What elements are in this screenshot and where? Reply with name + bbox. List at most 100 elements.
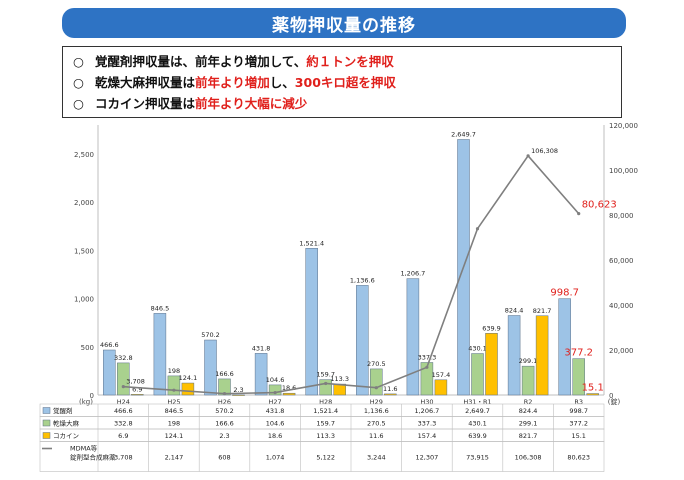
summary-highlight: 300キロ超を押収 bbox=[294, 75, 396, 90]
right-tick-label: 60,000 bbox=[609, 257, 634, 265]
bar-data-label: 332.8 bbox=[114, 354, 133, 362]
table-cell: 466.6 bbox=[114, 407, 133, 415]
x-tick-label: R3 bbox=[574, 398, 583, 406]
right-tick-label: 40,000 bbox=[609, 302, 634, 310]
summary-box: ○ 覚醒剤押収量は、前年より増加して、約１トンを押収 ○ 乾燥大麻押収量は前年より増… bbox=[62, 46, 622, 118]
summary-text: コカイン押収量は bbox=[95, 96, 196, 111]
table-cell: 2,649.7 bbox=[465, 407, 490, 415]
bar-data-label: 570.2 bbox=[201, 331, 220, 339]
mdma-line bbox=[123, 154, 580, 395]
summary-highlight: 約１トンを押収 bbox=[306, 54, 394, 69]
table-cell: 73,915 bbox=[466, 454, 489, 462]
table-cell: 198 bbox=[168, 420, 180, 428]
table-cell: 3,708 bbox=[114, 454, 133, 462]
cocaine-bar bbox=[232, 394, 245, 396]
stimulant-bar bbox=[507, 315, 521, 396]
page-title: 薬物押収量の推移 bbox=[62, 8, 626, 38]
cocaine-bar bbox=[282, 392, 296, 396]
table-cell: 157.4 bbox=[418, 432, 437, 440]
mdma-point bbox=[526, 154, 530, 158]
circle-bullet-icon: ○ bbox=[73, 54, 84, 69]
mdma-data-label: 106,308 bbox=[531, 147, 558, 155]
bar-data-label: 1,521.4 bbox=[299, 239, 324, 247]
legend-label: 乾燥大麻 bbox=[53, 419, 80, 428]
bar-data-label: 198 bbox=[168, 367, 180, 375]
table-row-mdma bbox=[39, 441, 605, 472]
bar-data-label: 337.3 bbox=[418, 353, 437, 361]
table-cell: 570.2 bbox=[215, 407, 234, 415]
table-cell: 998.7 bbox=[569, 407, 588, 415]
table-cell: 104.6 bbox=[266, 420, 285, 428]
table-cell: 113.3 bbox=[316, 432, 335, 440]
cocaine-bar bbox=[586, 393, 599, 396]
bar-data-label: 430.1 bbox=[468, 345, 487, 353]
stimulant-bar bbox=[204, 339, 217, 396]
table-cell: 608 bbox=[218, 454, 230, 462]
x-tick-label: H28 bbox=[319, 398, 332, 406]
summary-highlight: 前年より増加 bbox=[195, 75, 270, 90]
cannabis-bar bbox=[521, 365, 535, 396]
cocaine-bar bbox=[384, 393, 397, 396]
bar-data-label: 1,206.7 bbox=[400, 270, 425, 278]
left-tick-label: 1,500 bbox=[74, 247, 94, 255]
legend-label: 覚醒剤 bbox=[53, 406, 73, 415]
table-cell: 270.5 bbox=[367, 420, 386, 428]
legend-label: 錠剤型合成麻薬 bbox=[70, 453, 116, 462]
legend-label: MDMA等 bbox=[70, 444, 98, 453]
table-cell: 18.6 bbox=[268, 432, 282, 440]
bar-data-label: 1,136.6 bbox=[350, 276, 375, 284]
x-tick-label: H31・R1 bbox=[463, 398, 491, 406]
mdma-point bbox=[374, 386, 378, 390]
table-cell: 12,307 bbox=[416, 454, 439, 462]
cannabis-bar bbox=[370, 368, 383, 396]
bar-data-label: 159.7 bbox=[316, 371, 335, 379]
stimulant-bar bbox=[558, 298, 571, 396]
bar-data-label: 18.6 bbox=[282, 384, 296, 392]
bar-data-label: 157.4 bbox=[432, 371, 451, 379]
table-cell: 1,074 bbox=[266, 454, 285, 462]
x-tick-label: H27 bbox=[269, 398, 282, 406]
stimulant-bar bbox=[305, 248, 318, 396]
mdma-point bbox=[121, 385, 125, 389]
bar-data-label: 377.2 bbox=[564, 348, 593, 359]
x-tick-label: H30 bbox=[420, 398, 433, 406]
cannabis-bar bbox=[572, 358, 585, 396]
table-cell: 6.9 bbox=[118, 432, 128, 440]
mdma-data-label: 80,623 bbox=[582, 200, 617, 211]
bar-data-label: 113.3 bbox=[330, 375, 349, 383]
mdma-point bbox=[172, 388, 176, 392]
table-cell: 11.6 bbox=[369, 432, 383, 440]
bar-data-label: 299.1 bbox=[519, 357, 538, 365]
table-cell: 430.1 bbox=[468, 420, 487, 428]
cannabis-bar bbox=[471, 353, 484, 396]
cocaine-bar bbox=[535, 315, 549, 396]
mdma-point bbox=[425, 365, 429, 369]
right-tick-label: 20,000 bbox=[609, 347, 634, 355]
summary-line-cocaine: ○ コカイン押収量は前年より大幅に減少 bbox=[73, 93, 611, 114]
cocaine-bar bbox=[181, 382, 195, 396]
left-tick-label: 2,000 bbox=[74, 199, 94, 207]
stimulant-bar bbox=[103, 349, 116, 396]
bar-data-label: 2.3 bbox=[233, 386, 243, 394]
table-cell: 639.9 bbox=[468, 432, 487, 440]
bar-data-label: 15.1 bbox=[582, 383, 604, 394]
table-cell: 1,206.7 bbox=[414, 407, 439, 415]
left-tick-label: 1,000 bbox=[74, 296, 94, 304]
summary-line-stimulant: ○ 覚醒剤押収量は、前年より増加して、約１トンを押収 bbox=[73, 51, 611, 72]
mdma-point bbox=[577, 211, 581, 216]
x-tick-label: H25 bbox=[167, 398, 180, 406]
right-tick-label: 0 bbox=[609, 392, 613, 400]
stimulant-bar bbox=[406, 278, 420, 396]
mdma-data-label: 3,708 bbox=[126, 378, 145, 386]
bar-data-label: 270.5 bbox=[367, 360, 386, 368]
cocaine-bar bbox=[131, 394, 144, 396]
bar-data-label: 466.6 bbox=[100, 341, 119, 349]
x-tick-label: H29 bbox=[370, 398, 383, 406]
stimulant-bar bbox=[356, 285, 369, 396]
table-cell: 159.7 bbox=[316, 420, 335, 428]
circle-bullet-icon: ○ bbox=[73, 75, 84, 90]
mdma-point bbox=[273, 390, 277, 395]
bar-data-label: 166.6 bbox=[215, 370, 234, 378]
table-cell: 332.8 bbox=[114, 420, 133, 428]
stimulant-bar bbox=[254, 353, 268, 396]
